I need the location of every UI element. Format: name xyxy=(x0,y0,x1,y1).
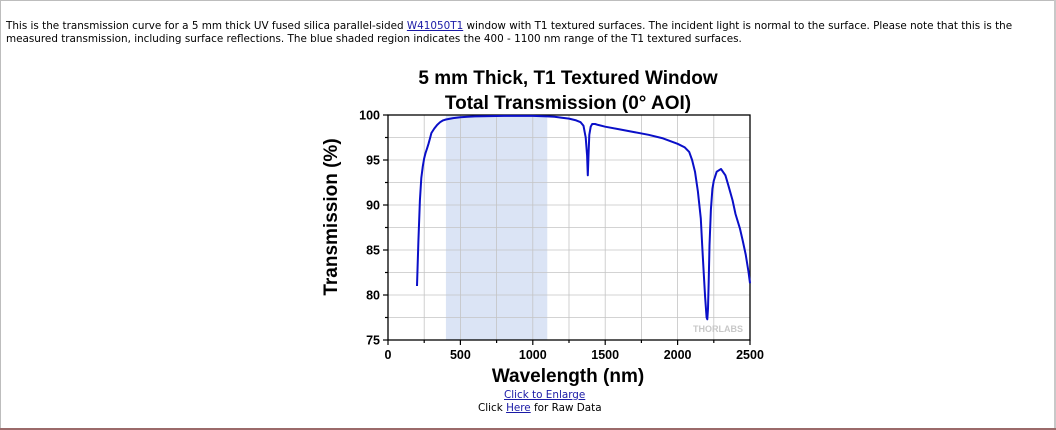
chart-links: Click to Enlarge Click Here for Raw Data xyxy=(478,389,678,415)
x-tick-labels: 0 500 1000 1500 2000 2500 xyxy=(385,348,764,362)
frame-left-border xyxy=(0,0,1,430)
y-tick-labels: 75 80 85 90 95 100 xyxy=(359,109,380,348)
y-tick-label: 90 xyxy=(366,199,380,213)
y-tick-label: 80 xyxy=(366,289,380,303)
enlarge-link[interactable]: Click to Enlarge xyxy=(504,389,586,401)
description-before-link: This is the transmission curve for a 5 m… xyxy=(6,20,407,32)
product-link[interactable]: W41050T1 xyxy=(406,20,464,32)
raw-data-link[interactable]: Here xyxy=(506,402,531,414)
y-tick-label: 100 xyxy=(359,109,380,123)
x-tick-label: 1000 xyxy=(519,348,547,362)
transmission-series-line xyxy=(416,114,751,321)
frame-top-border xyxy=(0,0,1056,1)
x-tick-label: 0 xyxy=(385,348,392,362)
x-tick-label: 2000 xyxy=(664,348,692,362)
x-axis-label: Wavelength (nm) xyxy=(492,366,644,387)
chart-subtitle: Total Transmission (0° AOI) xyxy=(445,93,691,114)
axis-ticks xyxy=(383,114,751,345)
chart-title: 5 mm Thick, T1 Textured Window xyxy=(418,68,718,89)
raw-data-prefix: Click xyxy=(478,402,507,414)
frame-bottom-border xyxy=(0,428,1056,430)
y-tick-label: 75 xyxy=(366,334,380,348)
x-tick-label: 2500 xyxy=(736,348,764,362)
raw-data-suffix: for Raw Data xyxy=(530,402,602,414)
thorlabs-watermark: THORLABS xyxy=(693,324,743,334)
y-tick-label: 85 xyxy=(366,244,380,258)
description-text: This is the transmission curve for a 5 m… xyxy=(6,20,1026,46)
frame-right-border xyxy=(1054,0,1056,430)
y-axis-label: Transmission (%) xyxy=(321,138,342,295)
x-tick-label: 500 xyxy=(450,348,471,362)
grid-lines xyxy=(388,115,750,340)
y-tick-label: 95 xyxy=(366,154,380,168)
x-tick-label: 1500 xyxy=(591,348,619,362)
description-after-link: window with T1 textured surfaces. The in… xyxy=(6,20,1013,45)
